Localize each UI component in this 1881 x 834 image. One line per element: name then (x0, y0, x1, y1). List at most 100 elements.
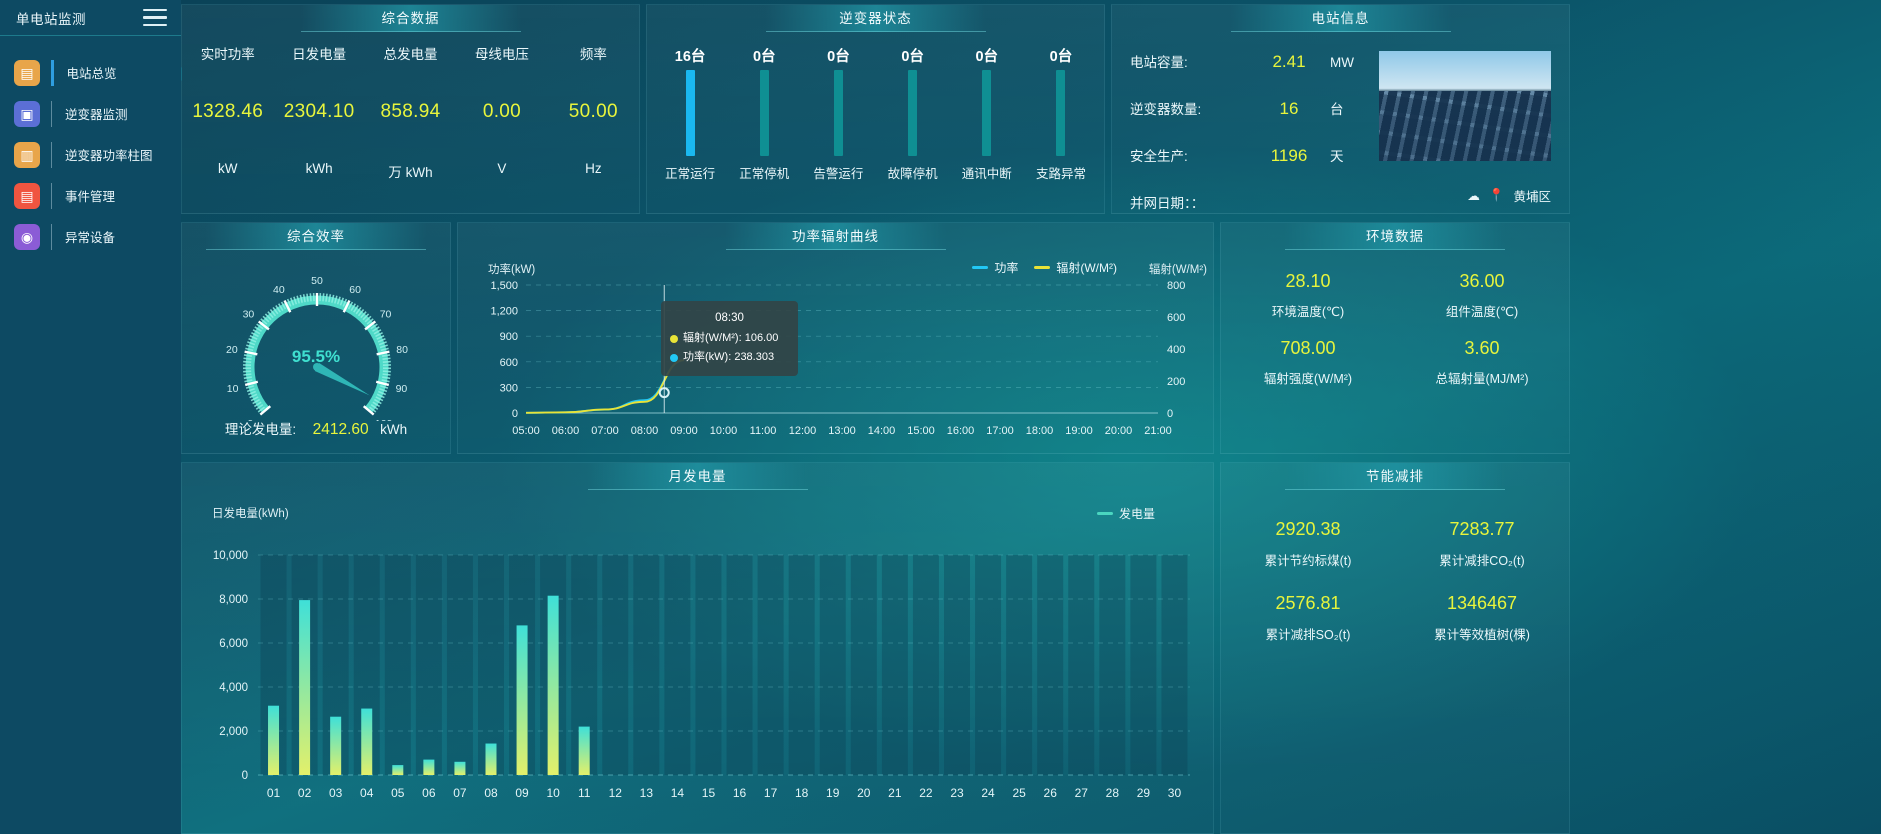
inverter-bar (908, 70, 918, 156)
station-key: 逆变器数量: (1130, 102, 1202, 117)
monthly-plot: 0 2,000 4,000 6,000 8,000 10,000 01 02 03 04 05 06 0… (213, 550, 1190, 800)
tooltip-row-power: 功率(kW): 238.303 (670, 348, 789, 367)
inverter-status-4[interactable]: 0台 通讯中断 (950, 45, 1024, 205)
sidebar-item-4[interactable]: ◉ 异常设备 (0, 216, 181, 257)
tooltip-row-irradiance: 辐射(W/M²): 106.00 (670, 329, 789, 348)
inverter-label: 正常运行 (665, 167, 716, 181)
metric-4: 频率 50.00 Hz (548, 43, 639, 181)
svg-text:800: 800 (1167, 280, 1185, 292)
panel-title-power-curve: 功率辐射曲线 (725, 223, 946, 250)
svg-text:0: 0 (512, 408, 518, 420)
svg-text:08:00: 08:00 (631, 425, 659, 437)
legend-item-generation[interactable]: 发电量 (1096, 505, 1155, 522)
panel-title-efficiency: 综合效率 (206, 223, 426, 250)
svg-text:10: 10 (546, 786, 560, 800)
inverter-status-5[interactable]: 0台 支路异常 (1024, 45, 1098, 205)
svg-text:22: 22 (919, 786, 933, 800)
svg-text:18: 18 (795, 786, 809, 800)
inverter-bar (685, 70, 695, 156)
inverter-status-2[interactable]: 0台 告警运行 (801, 45, 875, 205)
inverter-status-1[interactable]: 0台 正常停机 (727, 45, 801, 205)
svg-text:01: 01 (267, 786, 281, 800)
efficiency-gauge: 0102030405060708090100 (182, 249, 450, 430)
inverter-count: 0台 (975, 49, 999, 65)
sidebar-divider (51, 59, 54, 86)
svg-text:2,000: 2,000 (219, 726, 248, 738)
environment-label: 总辐射量(MJ/M²) (1435, 372, 1529, 386)
metric-1: 日发电量 2304.10 kWh (273, 43, 364, 181)
inverter-bar (833, 70, 843, 156)
svg-text:05: 05 (391, 786, 405, 800)
svg-text:05:00: 05:00 (512, 425, 540, 437)
svg-text:70: 70 (380, 308, 392, 320)
hamburger-icon[interactable] (143, 8, 167, 27)
legend-label: 发电量 (1118, 507, 1155, 521)
inverter-label: 告警运行 (813, 167, 864, 181)
svg-text:06:00: 06:00 (552, 425, 580, 437)
inverter-status-0[interactable]: 16台 正常运行 (653, 45, 727, 205)
sidebar-item-label: 事件管理 (65, 190, 116, 204)
station-footer: ☁ 📍 黄埔区 (1467, 186, 1551, 205)
svg-text:14:00: 14:00 (868, 425, 896, 437)
station-unit: 天 (1330, 149, 1344, 164)
svg-text:17: 17 (764, 786, 778, 800)
panel-title-inverter-status: 逆变器状态 (765, 5, 986, 32)
svg-text:4,000: 4,000 (219, 682, 248, 694)
theoretical-generation-label: 理论发电量: (224, 422, 297, 437)
svg-text:14: 14 (671, 786, 685, 800)
location-pin-icon: 📍 (1488, 188, 1505, 202)
metric-unit: 万 kWh (388, 165, 433, 180)
panel-title-monthly: 月发电量 (587, 463, 808, 490)
legend-label: 辐射(W/M²) (1056, 261, 1117, 275)
svg-text:300: 300 (500, 382, 518, 394)
svg-text:02: 02 (298, 786, 312, 800)
legend-item-1[interactable]: 辐射(W/M²) (1034, 259, 1117, 276)
gauge-value: 95.5% (291, 347, 341, 366)
svg-text:0: 0 (242, 770, 248, 782)
svg-text:6,000: 6,000 (219, 638, 248, 650)
svg-text:03: 03 (329, 786, 343, 800)
svg-text:11:00: 11:00 (750, 425, 777, 437)
curve-y-axis-label: 功率(kW) (488, 264, 536, 276)
tooltip-irradiance-text: 辐射(W/M²): 106.00 (683, 332, 779, 345)
metric-3: 母线电压 0.00 V (456, 43, 547, 181)
clipboard-icon: ▤ (14, 182, 40, 209)
svg-text:600: 600 (1167, 312, 1185, 324)
svg-text:19: 19 (826, 786, 840, 800)
svg-text:30: 30 (243, 308, 255, 320)
station-key: 电站容量: (1130, 55, 1188, 70)
sidebar-item-3[interactable]: ▤ 事件管理 (0, 175, 181, 216)
environment-label: 辐射强度(W/M²) (1263, 372, 1353, 386)
station-value: 2.41 (1272, 52, 1306, 71)
svg-text:20:00: 20:00 (1105, 425, 1133, 437)
curve-tooltip: 08:30 辐射(W/M²): 106.00 功率(kW): 238.303 (661, 301, 798, 376)
panel-title-environment: 环境数据 (1285, 223, 1505, 250)
legend-item-0[interactable]: 功率 (972, 259, 1018, 276)
tooltip-power-text: 功率(kW): 238.303 (683, 351, 775, 364)
svg-text:13: 13 (640, 786, 654, 800)
saving-cell-0: 2920.38 累计节约标煤(t) (1221, 519, 1395, 569)
svg-text:21: 21 (888, 786, 902, 800)
svg-text:06: 06 (422, 786, 436, 800)
panel-monthly-generation: 月发电量 日发电量(kWh) 发电量 0 2,000 4,000 6,000 8,000… (181, 462, 1214, 834)
saving-value: 2576.81 (1275, 593, 1341, 613)
sidebar-divider (51, 182, 52, 209)
metric-2: 总发电量 858.94 万 kWh (365, 43, 456, 181)
sidebar-item-1[interactable]: ▣ 逆变器监测 (0, 93, 181, 134)
svg-text:21:00: 21:00 (1144, 425, 1172, 437)
station-row-1: 逆变器数量: 16 台 (1130, 98, 1430, 145)
saving-label: 累计减排CO₂(t) (1439, 554, 1525, 568)
environment-label: 组件温度(℃) (1445, 305, 1519, 319)
metric-name: 日发电量 (292, 47, 347, 62)
svg-text:09: 09 (515, 786, 529, 800)
inverter-status-3[interactable]: 0台 故障停机 (876, 45, 950, 205)
sidebar-item-2[interactable]: ▥ 逆变器功率柱图 (0, 134, 181, 175)
sidebar-item-0[interactable]: ▤ 电站总览 (0, 52, 181, 93)
svg-text:900: 900 (500, 331, 518, 343)
saving-cell-1: 7283.77 累计减排CO₂(t) (1395, 519, 1569, 569)
panel-inverter-status: 逆变器状态 16台 正常运行 0台 正常停机 0台 告警运行 0台 故障停机 0台 通讯… (646, 4, 1105, 214)
main-content: 综合数据 实时功率 1328.46 kW 日发电量 2304.10 kWh 总发电量… (173, 0, 1881, 834)
svg-text:16:00: 16:00 (947, 425, 975, 437)
environment-cell-3: 3.60 总辐射量(MJ/M²) (1395, 338, 1569, 387)
